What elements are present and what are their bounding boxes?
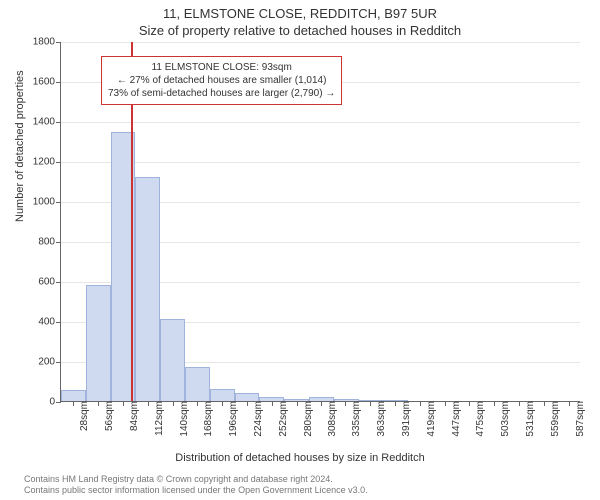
xtick-mark bbox=[345, 401, 346, 406]
ytick-label: 800 bbox=[38, 237, 61, 248]
histogram-bar bbox=[86, 285, 111, 401]
xtick-mark bbox=[297, 401, 298, 406]
xtick-mark bbox=[445, 401, 446, 406]
ytick-label: 200 bbox=[38, 357, 61, 368]
xtick-mark bbox=[420, 401, 421, 406]
credit-line-1: Contains HM Land Registry data © Crown c… bbox=[24, 474, 368, 485]
xtick-label: 587sqm bbox=[573, 401, 586, 437]
page-subtitle: Size of property relative to detached ho… bbox=[0, 21, 600, 42]
histogram-bar bbox=[383, 400, 408, 401]
ytick-label: 1200 bbox=[33, 157, 61, 168]
credit-line-2: Contains public sector information licen… bbox=[24, 485, 368, 496]
xtick-mark bbox=[272, 401, 273, 406]
xtick-mark bbox=[148, 401, 149, 406]
xtick-label: 419sqm bbox=[424, 401, 437, 437]
xtick-label: 84sqm bbox=[127, 401, 140, 431]
xtick-label: 280sqm bbox=[301, 401, 314, 437]
xtick-mark bbox=[494, 401, 495, 406]
xtick-mark bbox=[321, 401, 322, 406]
histogram-bar bbox=[235, 393, 260, 401]
xtick-label: 447sqm bbox=[449, 401, 462, 437]
histogram-bar bbox=[259, 397, 284, 401]
xtick-mark bbox=[519, 401, 520, 406]
xtick-mark bbox=[197, 401, 198, 406]
xtick-mark bbox=[98, 401, 99, 406]
ytick-label: 1400 bbox=[33, 117, 61, 128]
ytick-label: 600 bbox=[38, 277, 61, 288]
xtick-label: 559sqm bbox=[548, 401, 561, 437]
xtick-label: 168sqm bbox=[201, 401, 214, 437]
plot-region: 02004006008001000120014001600180028sqm56… bbox=[60, 42, 580, 402]
histogram-bar bbox=[334, 399, 359, 401]
y-axis-label: Number of detached properties bbox=[14, 70, 26, 222]
ytick-label: 1800 bbox=[33, 37, 61, 48]
page-title: 11, ELMSTONE CLOSE, REDDITCH, B97 5UR bbox=[0, 0, 600, 21]
xtick-mark bbox=[123, 401, 124, 406]
histogram-bar bbox=[210, 389, 235, 401]
xtick-mark bbox=[395, 401, 396, 406]
gridline bbox=[61, 122, 580, 123]
xtick-mark bbox=[173, 401, 174, 406]
xtick-mark bbox=[247, 401, 248, 406]
xtick-label: 503sqm bbox=[498, 401, 511, 437]
chart-area: 02004006008001000120014001600180028sqm56… bbox=[60, 42, 580, 402]
annotation-line-2: ← 27% of detached houses are smaller (1,… bbox=[108, 74, 335, 87]
xtick-label: 196sqm bbox=[226, 401, 239, 437]
xtick-label: 140sqm bbox=[177, 401, 190, 437]
xtick-mark bbox=[544, 401, 545, 406]
xtick-label: 363sqm bbox=[374, 401, 387, 437]
xtick-label: 335sqm bbox=[349, 401, 362, 437]
gridline bbox=[61, 162, 580, 163]
histogram-bar bbox=[284, 399, 309, 401]
histogram-bar bbox=[61, 390, 86, 401]
xtick-label: 252sqm bbox=[276, 401, 289, 437]
ytick-label: 400 bbox=[38, 317, 61, 328]
xtick-mark bbox=[73, 401, 74, 406]
histogram-bar bbox=[160, 319, 185, 401]
x-axis-label: Distribution of detached houses by size … bbox=[0, 452, 600, 464]
histogram-bar bbox=[359, 400, 384, 401]
xtick-label: 56sqm bbox=[102, 401, 115, 431]
xtick-label: 112sqm bbox=[152, 401, 165, 436]
xtick-label: 28sqm bbox=[77, 401, 90, 431]
histogram-bar bbox=[185, 367, 210, 401]
credit-text: Contains HM Land Registry data © Crown c… bbox=[24, 474, 368, 497]
xtick-mark bbox=[469, 401, 470, 406]
histogram-bar bbox=[135, 177, 160, 401]
xtick-mark bbox=[370, 401, 371, 406]
xtick-label: 391sqm bbox=[399, 401, 412, 437]
xtick-label: 475sqm bbox=[473, 401, 486, 437]
xtick-mark bbox=[569, 401, 570, 406]
xtick-mark bbox=[222, 401, 223, 406]
annotation-line-3: 73% of semi-detached houses are larger (… bbox=[108, 87, 335, 100]
gridline bbox=[61, 42, 580, 43]
annotation-box: 11 ELMSTONE CLOSE: 93sqm ← 27% of detach… bbox=[101, 56, 342, 105]
ytick-label: 1000 bbox=[33, 197, 61, 208]
ytick-label: 1600 bbox=[33, 77, 61, 88]
xtick-label: 308sqm bbox=[325, 401, 338, 437]
annotation-line-1: 11 ELMSTONE CLOSE: 93sqm bbox=[108, 61, 335, 74]
xtick-label: 224sqm bbox=[251, 401, 264, 437]
xtick-label: 531sqm bbox=[523, 401, 536, 437]
ytick-label: 0 bbox=[49, 397, 61, 408]
histogram-bar bbox=[309, 397, 334, 401]
